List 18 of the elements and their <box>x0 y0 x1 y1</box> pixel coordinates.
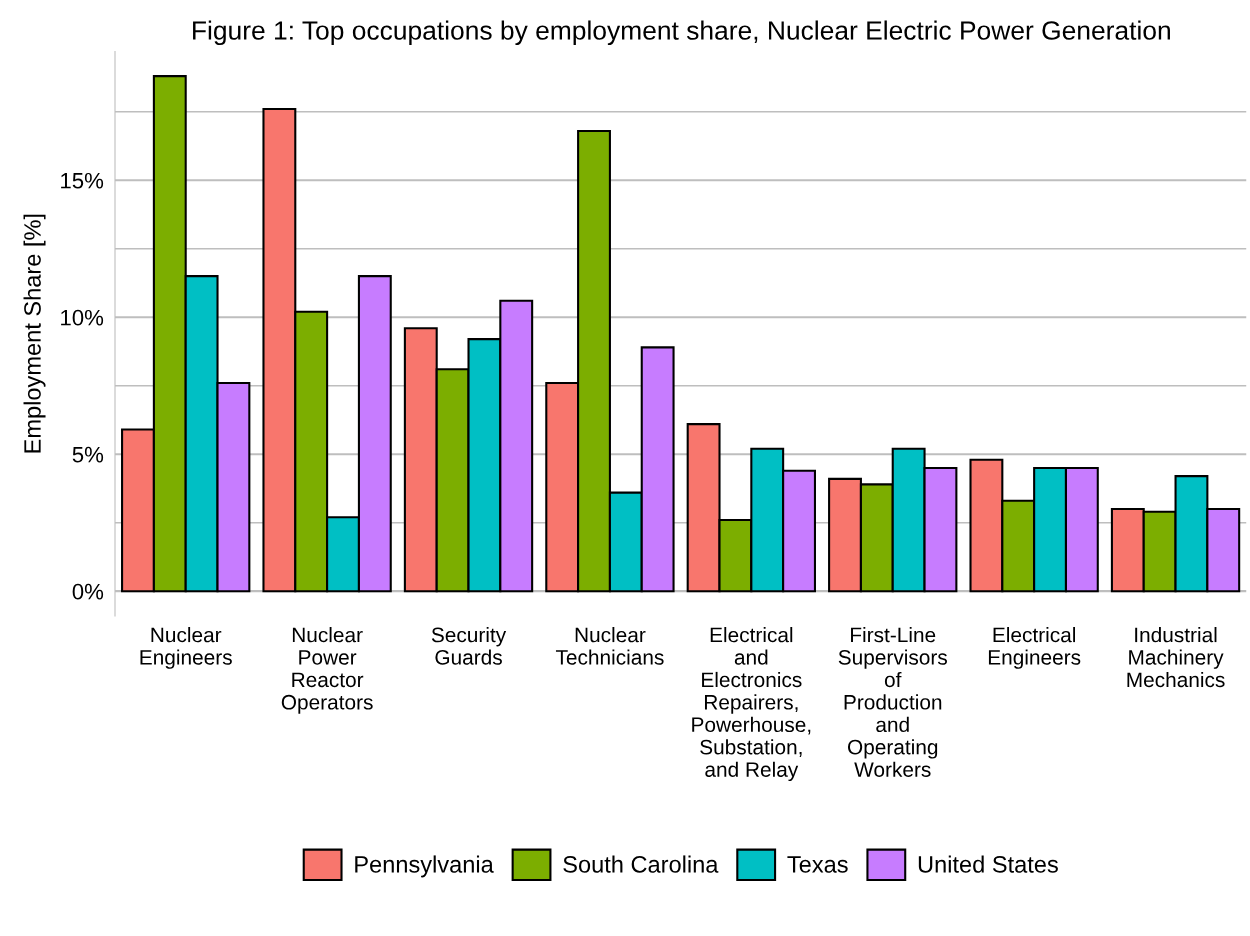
y-tick-label: 10% <box>61 309 104 326</box>
x-tick-label: Industrial Machinery Mechanics <box>1127 627 1225 688</box>
chart-title: Figure 1: Top occupations by employment share, Nuclear Electric Power Generation <box>193 20 1170 46</box>
x-tick-label: First-Line Supervisors of Production and Operating Workers <box>838 627 947 777</box>
y-tick-label: 15% <box>61 172 104 189</box>
x-tick-label: Nuclear Engineers <box>140 627 232 669</box>
x-tick-label: Nuclear Technicians <box>555 627 664 665</box>
legend-label: Texas <box>787 856 848 873</box>
legend-label: United States <box>918 855 1058 873</box>
x-tick-label: Security Guards <box>431 627 507 665</box>
y-axis-title: Employment Share [%] <box>23 214 46 453</box>
y-tick-label: 0% <box>72 583 104 600</box>
x-tick-label: Nuclear Power Reactor Operators <box>281 627 373 714</box>
y-tick-label: 5% <box>72 446 104 463</box>
x-tick-label: Electrical Engineers <box>988 627 1081 669</box>
x-tick-label: Electrical and Electronics Repairers, Powerhouse, Substation, and Relay <box>692 627 811 782</box>
legend-label: South Carolina <box>563 855 719 873</box>
legend-label: Pennsylvania <box>355 855 494 878</box>
